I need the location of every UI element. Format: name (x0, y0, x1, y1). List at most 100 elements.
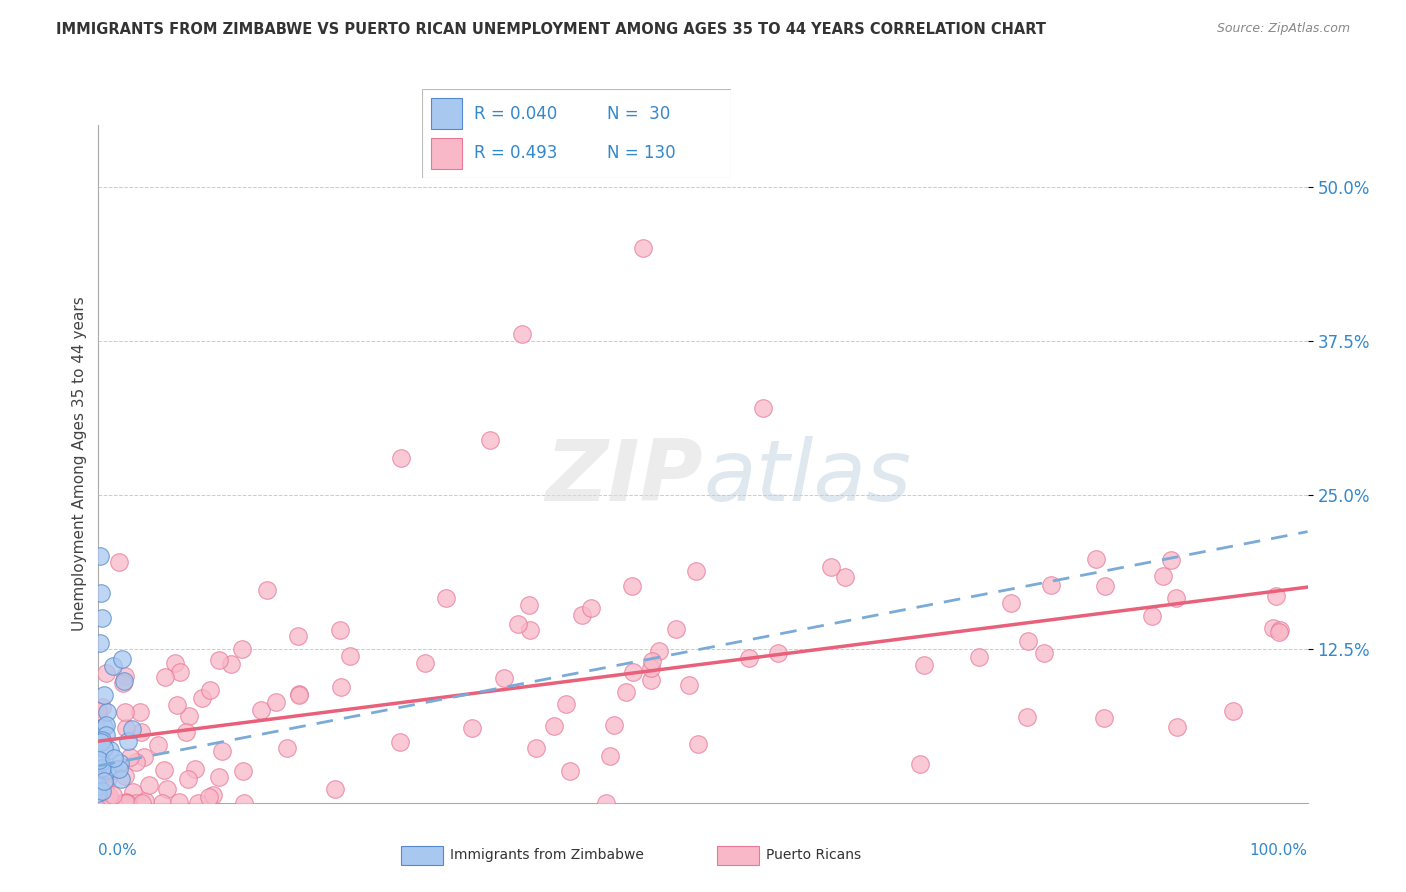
Point (1265, 590, 1288, 604)
Point (1017, 710, 1039, 724)
Point (94, 780, 117, 795)
Point (908, 756, 931, 771)
Point (640, 660, 662, 674)
Point (494, 671, 516, 685)
Text: Immigrants from Zimbabwe: Immigrants from Zimbabwe (450, 848, 644, 863)
Text: Puerto Ricans: Puerto Ricans (766, 848, 862, 863)
Point (131, 796, 153, 810)
Point (146, 738, 169, 752)
Point (91, 761, 114, 775)
Point (174, 725, 197, 739)
Point (389, 450, 412, 465)
Point (117, 734, 139, 748)
Point (1092, 710, 1115, 724)
Point (152, 764, 174, 778)
FancyBboxPatch shape (432, 98, 463, 129)
Text: 0.0%: 0.0% (98, 844, 138, 858)
Point (103, 762, 125, 776)
Point (232, 764, 254, 778)
Point (232, 796, 254, 810)
Point (219, 657, 242, 671)
Point (648, 644, 671, 658)
Point (114, 796, 136, 810)
Point (89, 635, 111, 649)
Point (571, 608, 593, 623)
Point (508, 616, 530, 631)
Point (121, 785, 143, 799)
Point (517, 598, 540, 612)
Point (560, 764, 582, 779)
Point (108, 756, 131, 771)
Point (101, 789, 124, 803)
Point (167, 795, 190, 809)
Point (1033, 646, 1056, 660)
Point (90, 756, 112, 770)
Point (1160, 553, 1182, 567)
Point (103, 659, 125, 673)
Point (665, 622, 688, 636)
Point (108, 762, 131, 776)
Point (87, 786, 110, 800)
Text: IMMIGRANTS FROM ZIMBABWE VS PUERTO RICAN UNEMPLOYMENT AMONG AGES 35 TO 44 YEARS : IMMIGRANTS FROM ZIMBABWE VS PUERTO RICAN… (56, 22, 1046, 37)
Point (1268, 624, 1291, 638)
Point (524, 740, 547, 755)
Point (96, 705, 118, 719)
Point (132, 750, 155, 764)
Point (276, 740, 298, 755)
Point (620, 579, 643, 593)
Point (967, 650, 990, 665)
Point (98, 789, 121, 803)
Point (287, 687, 309, 701)
Point (579, 600, 602, 615)
Point (323, 782, 346, 797)
FancyBboxPatch shape (422, 89, 731, 178)
Point (89, 796, 111, 810)
Point (912, 657, 935, 672)
Point (287, 629, 309, 643)
FancyBboxPatch shape (432, 138, 463, 169)
Point (208, 653, 231, 667)
Point (200, 682, 222, 697)
Point (90, 735, 112, 749)
Point (329, 623, 352, 637)
Text: 100.0%: 100.0% (1250, 844, 1308, 858)
Point (93, 720, 115, 734)
Point (90, 700, 112, 714)
Point (93, 774, 115, 789)
Point (288, 688, 311, 702)
Point (89, 723, 111, 737)
Point (197, 790, 219, 805)
Point (211, 744, 233, 758)
Point (115, 795, 138, 809)
Point (1094, 579, 1116, 593)
Point (752, 401, 775, 416)
Point (128, 706, 150, 720)
Point (111, 652, 134, 666)
Point (94, 666, 117, 681)
Point (678, 677, 700, 691)
Point (114, 721, 136, 735)
Text: R = 0.040: R = 0.040 (474, 104, 558, 123)
Point (1166, 720, 1188, 734)
Point (96, 728, 118, 742)
Point (112, 675, 135, 690)
Point (543, 719, 565, 733)
Point (114, 769, 136, 783)
Point (1152, 569, 1174, 583)
Point (101, 795, 124, 809)
Text: N =  30: N = 30 (607, 104, 671, 123)
Point (138, 778, 160, 792)
Point (1084, 552, 1107, 566)
Point (150, 796, 173, 810)
Point (555, 697, 578, 711)
Point (124, 755, 146, 769)
Point (1017, 633, 1039, 648)
Point (155, 670, 177, 684)
Point (249, 703, 271, 717)
Y-axis label: Unemployment Among Ages 35 to 44 years: Unemployment Among Ages 35 to 44 years (72, 296, 87, 632)
Point (114, 669, 136, 683)
Point (134, 793, 156, 807)
Point (179, 709, 201, 723)
Point (91, 783, 114, 797)
Point (434, 591, 457, 606)
